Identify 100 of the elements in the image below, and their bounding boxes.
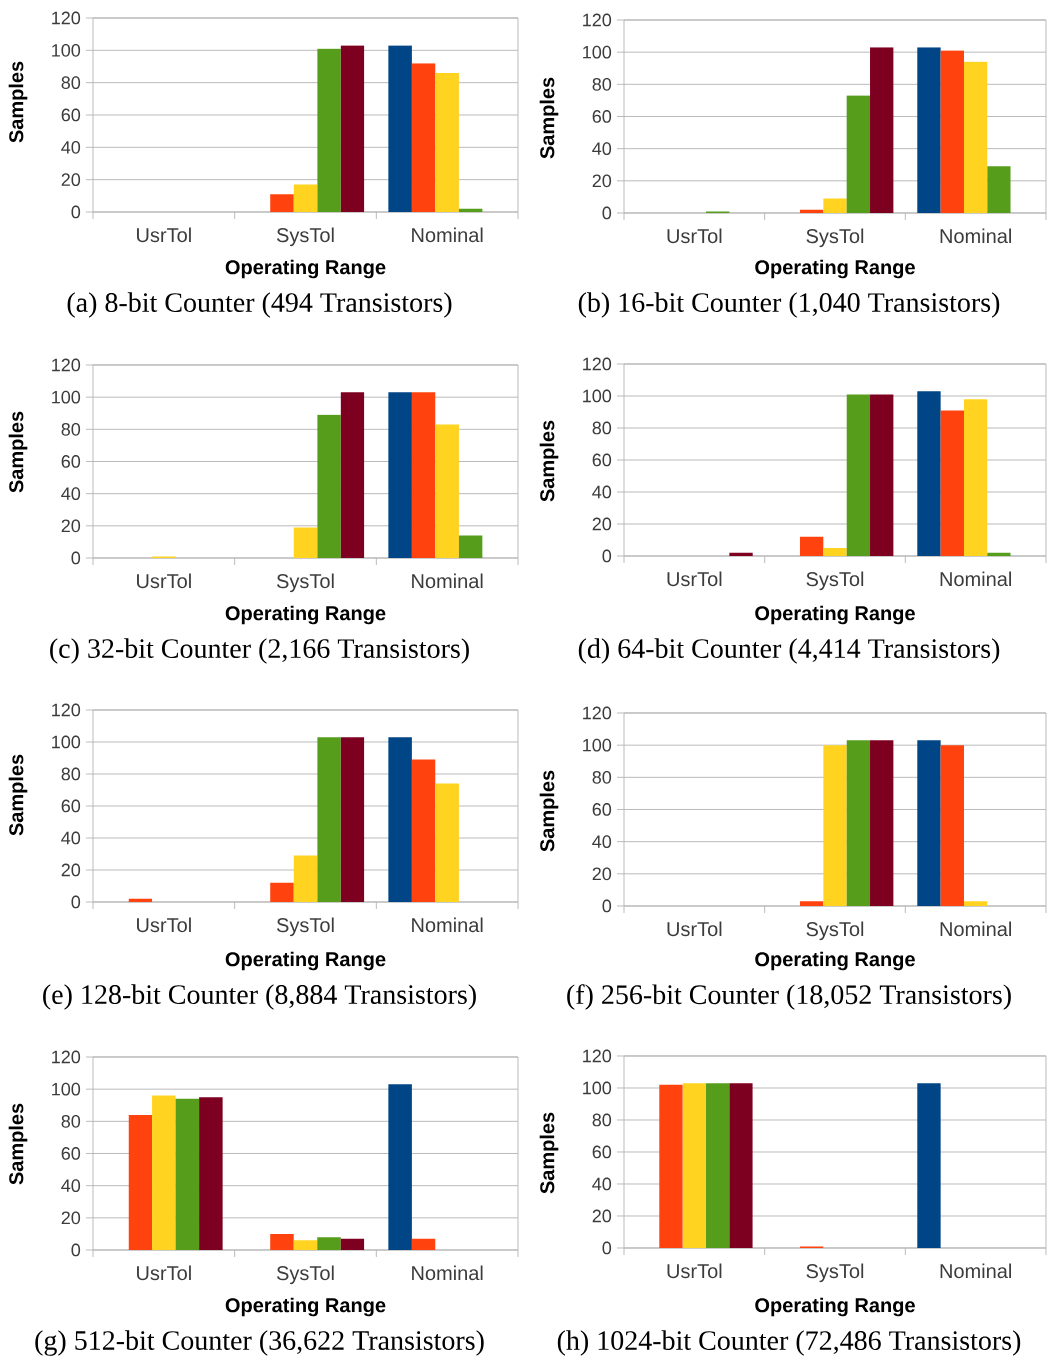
x-axis-title: Operating Range <box>755 259 915 279</box>
y-tick-label: 20 <box>592 1209 612 1223</box>
bar <box>293 527 318 558</box>
y-tick-label: 20 <box>592 867 612 881</box>
x-tick-label: SysTol <box>806 228 864 248</box>
bar <box>846 95 871 213</box>
bar <box>963 399 988 556</box>
x-tick-label: UsrTol <box>667 228 722 244</box>
bar <box>823 198 847 213</box>
y-tick-label: 80 <box>61 1114 81 1128</box>
y-tick-label: 120 <box>52 358 81 372</box>
text: (e) 128-bit Counter (8,884 Transistors) <box>43 984 476 1010</box>
x-axis-title: Operating Range <box>225 259 386 279</box>
bar <box>682 1083 707 1248</box>
bar <box>128 898 153 902</box>
y-tick-label: 20 <box>61 173 81 187</box>
x-tick-label: SysTol <box>806 571 864 591</box>
x-axis-title: Operating Range <box>755 951 915 971</box>
y-tick-label: 0 <box>602 1241 612 1255</box>
y-tick-label: 120 <box>583 706 612 720</box>
bar <box>152 1095 176 1250</box>
y-axis-title: Samples <box>539 770 559 852</box>
text: (d) 64-bit Counter (4,414 Transistors) <box>578 638 1000 664</box>
bar <box>411 392 436 558</box>
bar <box>270 882 294 902</box>
text: (c) 32-bit Counter (2,166 Transistors) <box>50 638 469 664</box>
y-tick-label: 0 <box>71 895 81 909</box>
y-axis-title: Samples <box>8 61 28 143</box>
y-tick-label: 60 <box>592 453 612 467</box>
y-tick-label: 0 <box>71 1243 81 1257</box>
y-tick-label: 20 <box>61 519 81 533</box>
y-tick-label: 60 <box>61 1147 81 1160</box>
x-tick-label: Nominal <box>412 573 483 589</box>
bar <box>435 783 459 902</box>
bar <box>340 1238 365 1250</box>
y-axis-title: Samples <box>539 420 559 502</box>
y-tick-label: 100 <box>52 43 81 57</box>
y-tick-label: 40 <box>61 1179 81 1193</box>
x-tick-label: UsrTol <box>667 1263 722 1279</box>
bar <box>940 410 964 556</box>
y-tick-label: 100 <box>52 735 81 749</box>
x-tick-label: UsrTol <box>137 917 191 933</box>
bar <box>435 72 459 212</box>
x-tick-label: UsrTol <box>137 227 191 243</box>
x-tick-label: Nominal <box>940 1263 1011 1279</box>
x-tick-label: SysTol <box>276 1265 334 1285</box>
text: (f) 256-bit Counter (18,052 Transistors) <box>567 984 1011 1010</box>
y-tick-label: 60 <box>592 803 612 816</box>
bar <box>317 1237 341 1250</box>
y-tick-label: 100 <box>583 45 612 59</box>
x-axis-title: Operating Range <box>225 951 386 971</box>
bar <box>917 47 941 213</box>
bar <box>940 745 964 906</box>
x-tick-label: Nominal <box>940 921 1011 937</box>
y-tick-label: 100 <box>583 1081 612 1095</box>
bar <box>411 63 436 212</box>
y-tick-label: 60 <box>61 108 81 122</box>
y-tick-label: 20 <box>592 174 612 188</box>
bar <box>799 901 824 906</box>
x-tick-label: UsrTol <box>137 573 191 589</box>
y-tick-label: 120 <box>52 703 81 717</box>
text: (h) 1024-bit Counter (72,486 Transistors) <box>557 1330 1021 1356</box>
y-tick-label: 120 <box>583 357 612 371</box>
y-tick-label: 100 <box>583 389 612 403</box>
bar <box>917 740 941 906</box>
bar <box>823 547 847 556</box>
bar <box>870 740 894 906</box>
y-tick-label: 100 <box>583 738 612 752</box>
bar <box>659 1084 683 1248</box>
bar <box>963 61 988 213</box>
y-tick-label: 80 <box>592 770 612 784</box>
y-tick-label: 0 <box>602 549 612 563</box>
x-tick-label: UsrTol <box>137 1265 191 1281</box>
y-tick-label: 80 <box>592 1113 612 1127</box>
x-tick-label: UsrTol <box>667 921 722 937</box>
x-tick-label: SysTol <box>806 1263 864 1283</box>
y-tick-label: 80 <box>592 77 612 91</box>
bar <box>270 194 294 212</box>
y-tick-label: 60 <box>61 455 81 468</box>
x-tick-label: Nominal <box>412 1265 483 1281</box>
bar <box>823 745 847 906</box>
y-tick-label: 20 <box>61 863 81 877</box>
bar <box>458 208 483 212</box>
x-tick-label: UsrTol <box>667 571 722 587</box>
y-axis-title: Samples <box>539 77 559 159</box>
bar <box>458 535 483 558</box>
y-tick-label: 120 <box>583 13 612 27</box>
y-tick-label: 120 <box>52 1050 81 1064</box>
y-axis-title: Samples <box>539 1112 559 1194</box>
bar <box>940 50 964 213</box>
y-tick-label: 40 <box>592 835 612 849</box>
bar <box>411 1238 436 1250</box>
bar <box>199 1097 223 1250</box>
bar <box>340 45 365 212</box>
bar <box>175 1098 200 1250</box>
y-tick-label: 60 <box>592 1145 612 1159</box>
y-tick-label: 40 <box>592 142 612 156</box>
x-axis-title: Operating Range <box>755 1297 915 1317</box>
y-tick-label: 0 <box>71 551 81 565</box>
y-tick-label: 60 <box>592 110 612 123</box>
